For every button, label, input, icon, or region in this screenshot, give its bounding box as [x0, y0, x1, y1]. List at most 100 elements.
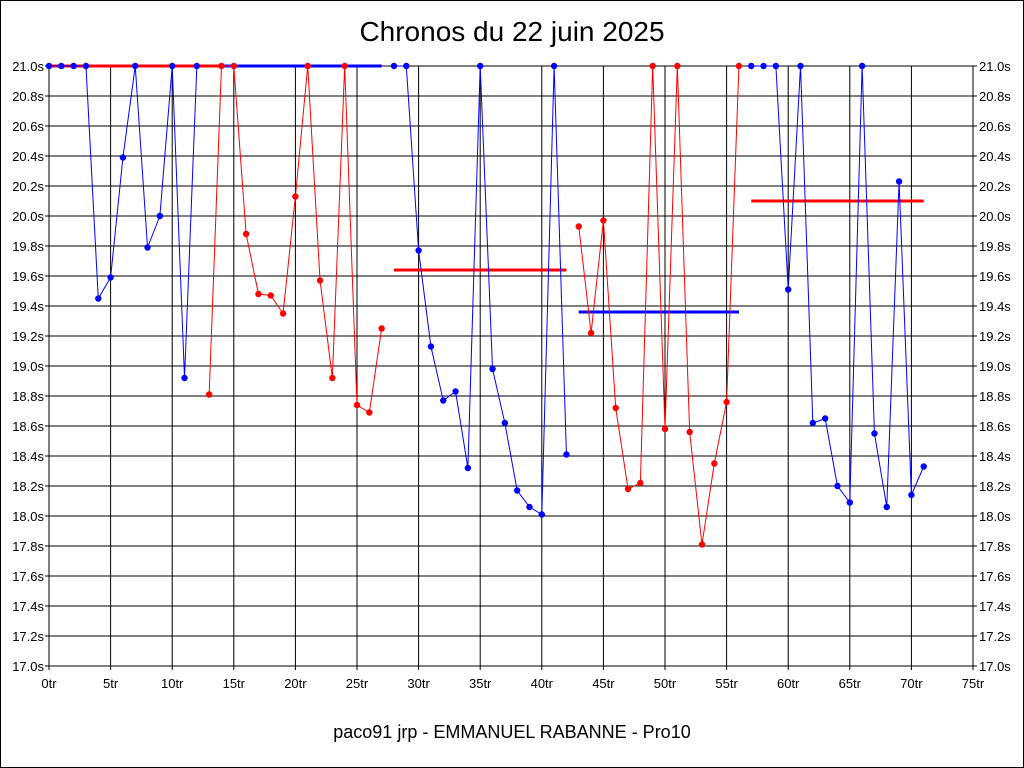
x-tick-label: 50tr — [654, 676, 677, 691]
y-tick-label-left: 17.4s — [12, 599, 44, 614]
series-4-point — [575, 223, 582, 230]
y-tick-label-right: 19.2s — [979, 329, 1011, 344]
series-4-point — [661, 425, 669, 433]
y-tick-label-right: 17.0s — [979, 659, 1011, 674]
chart-title: Chronos du 22 juin 2025 — [359, 16, 665, 47]
series-5-point — [920, 463, 927, 470]
y-tick-label-left: 17.6s — [12, 569, 44, 584]
series-2-point — [353, 401, 361, 409]
series-3-point — [550, 62, 558, 70]
y-tick-label-right: 20.6s — [979, 119, 1011, 134]
x-tick-label: 15tr — [223, 676, 246, 691]
y-tick-label-left: 21.0s — [12, 59, 44, 74]
series-2-point — [242, 230, 250, 238]
y-tick-label-left: 19.4s — [12, 299, 44, 314]
y-tick-label-left: 18.2s — [12, 479, 44, 494]
chart-caption: paco91 jrp - EMMANUEL RABANNE - Pro10 — [333, 722, 691, 742]
series-1-point — [193, 62, 201, 70]
y-tick-label-left: 20.8s — [12, 89, 44, 104]
series-3-point — [415, 247, 422, 254]
x-tick-label: 55tr — [715, 676, 738, 691]
x-tick-label: 65tr — [839, 676, 862, 691]
series-1-point — [95, 295, 102, 302]
series-4-point — [624, 485, 632, 493]
series-5-point — [760, 62, 767, 70]
series-4-point — [612, 404, 619, 412]
series-2-point — [329, 374, 336, 382]
series-3-point — [452, 388, 459, 395]
series-5-point — [846, 499, 853, 506]
y-tick-label-right: 18.2s — [979, 479, 1011, 494]
series-1-point — [156, 212, 164, 220]
series-5-point — [809, 419, 817, 427]
series-2-point — [366, 409, 373, 416]
series-line-5 — [751, 65, 925, 508]
series-2-point — [267, 292, 274, 299]
x-tick-label: 60tr — [777, 676, 800, 691]
series-4-point — [674, 62, 681, 70]
series-5-point — [834, 482, 841, 490]
series-1-point — [181, 374, 188, 382]
series-5-point — [785, 286, 792, 293]
series-5-point — [748, 62, 755, 70]
y-tick-label-left: 20.6s — [12, 119, 44, 134]
series-3-point — [427, 343, 435, 350]
series-3-point — [440, 397, 447, 404]
x-tick-label: 45tr — [592, 676, 615, 691]
x-tick-label: 0tr — [41, 676, 57, 691]
series-2-point — [341, 62, 348, 70]
series-2-point — [279, 310, 287, 317]
series-5-point — [772, 62, 780, 70]
x-tick-label: 5tr — [103, 676, 119, 691]
series-2-point — [230, 62, 237, 70]
series-2-point — [292, 193, 299, 200]
series-4-point — [649, 62, 656, 70]
series-1-point — [144, 244, 151, 251]
series-1-point — [45, 62, 53, 70]
x-tick-label: 40tr — [531, 676, 554, 691]
series-line-4 — [578, 65, 740, 545]
series-4-point — [698, 541, 706, 548]
series-4-point — [735, 62, 743, 70]
y-tick-label-left: 20.0s — [12, 209, 44, 224]
series-5-point — [895, 178, 903, 185]
x-tick-label: 30tr — [407, 676, 430, 691]
y-tick-label-left: 19.6s — [12, 269, 44, 284]
y-tick-label-left: 19.8s — [12, 239, 44, 254]
y-tick-label-left: 19.2s — [12, 329, 44, 344]
x-tick-label: 75tr — [962, 676, 985, 691]
series-4-point — [637, 479, 644, 487]
series-1-point — [58, 62, 65, 70]
series-3-point — [477, 62, 484, 70]
y-tick-label-left: 18.6s — [12, 419, 44, 434]
series-2-point — [218, 62, 225, 70]
series-4-point — [686, 428, 693, 436]
y-tick-label-right: 21.0s — [979, 59, 1011, 74]
x-tick-label: 25tr — [346, 676, 369, 691]
y-tick-label-right: 20.8s — [979, 89, 1011, 104]
series-3-point — [464, 464, 472, 472]
series-3-point — [526, 503, 533, 511]
series-5-point — [821, 415, 829, 422]
y-tick-label-left: 18.8s — [12, 389, 44, 404]
series-3-point — [403, 62, 410, 70]
y-tick-label-right: 20.2s — [979, 179, 1011, 194]
y-tick-label-right: 17.2s — [979, 629, 1011, 644]
series-4-point — [711, 460, 718, 467]
series-5-point — [908, 491, 915, 499]
x-tick-label: 20tr — [284, 676, 307, 691]
y-tick-label-left: 20.2s — [12, 179, 44, 194]
y-tick-label-right: 17.8s — [979, 539, 1011, 554]
series-5-point — [858, 62, 866, 70]
series-3-point — [501, 419, 509, 427]
series-2-point — [378, 325, 385, 332]
y-tick-label-right: 18.6s — [979, 419, 1011, 434]
series-4-point — [600, 217, 607, 224]
series-2-point — [316, 277, 324, 284]
y-tick-label-left: 17.2s — [12, 629, 44, 644]
series-3-point — [390, 62, 398, 70]
y-tick-label-right: 19.6s — [979, 269, 1011, 284]
series-1-point — [169, 62, 176, 70]
y-tick-label-right: 19.8s — [979, 239, 1011, 254]
